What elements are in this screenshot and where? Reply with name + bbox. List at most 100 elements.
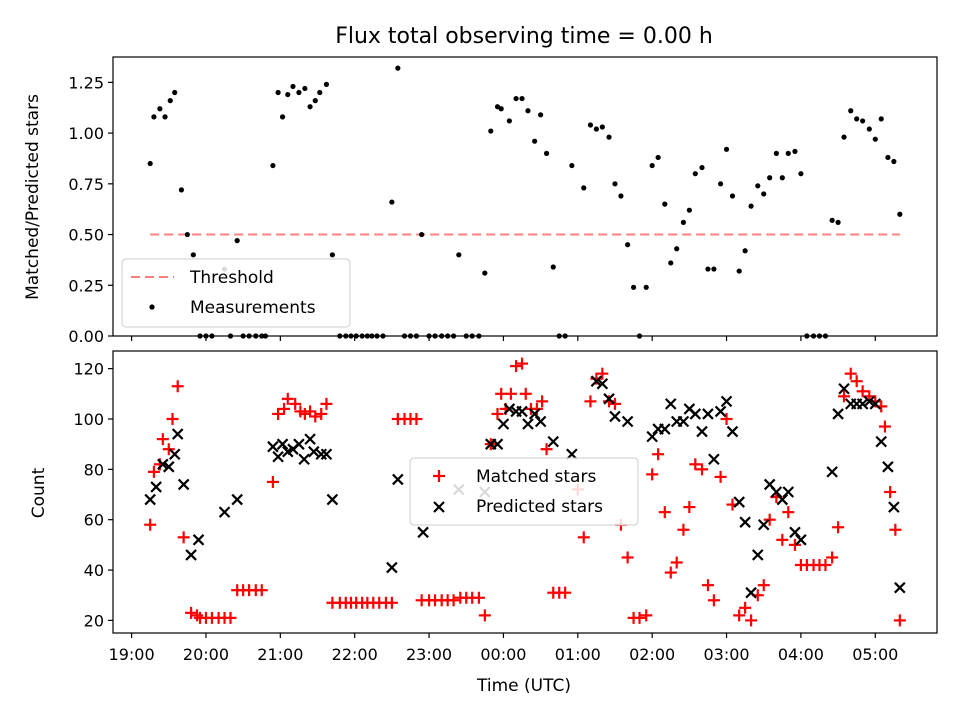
predicted-star-point	[751, 549, 764, 561]
matched-star-point	[832, 521, 845, 534]
predicted-star-point	[770, 486, 783, 498]
predicted-star-point	[757, 518, 770, 531]
matched-star-point	[266, 475, 279, 488]
measurement-point	[323, 81, 330, 87]
ratio-y-tick-label: 1.00	[68, 124, 104, 143]
count-panel: 20 40 60 80 100 120 19:00 20:00 21:00 22:00 23:00…	[29, 350, 938, 696]
matched-star-point	[819, 559, 832, 572]
predicted-star-point	[272, 450, 284, 463]
x-tick-label: 04:00	[778, 645, 824, 664]
x-tick-label: 23:00	[406, 645, 452, 664]
matched-star-point	[559, 586, 572, 599]
measurement-point	[606, 134, 612, 140]
legend-measurements-label: Measurements	[190, 298, 316, 318]
measurement-point	[389, 199, 395, 205]
measurement-point	[736, 268, 742, 274]
measurement-point	[178, 187, 185, 193]
measurement-point	[432, 333, 438, 339]
matched-star-point	[757, 579, 770, 592]
predicted-star-point	[888, 501, 900, 513]
measurement-point	[891, 158, 897, 165]
measurement-point	[407, 333, 414, 339]
predicted-star-point	[417, 526, 429, 539]
measurement-point	[296, 89, 302, 96]
measurement-point	[259, 333, 265, 339]
measurement-point	[779, 175, 785, 181]
measurement-point	[773, 150, 779, 156]
measurement-point	[543, 150, 550, 156]
matched-star-point	[850, 375, 863, 388]
measurement-point	[711, 266, 717, 272]
x-tick-label: 21:00	[257, 645, 303, 664]
measurement-point	[419, 231, 425, 238]
predicted-star-point	[218, 506, 231, 518]
measurement-point	[785, 150, 791, 156]
predicted-star-point	[689, 408, 702, 420]
measurement-point	[822, 333, 829, 339]
predicted-star-point	[150, 481, 162, 493]
matched-star-point	[844, 367, 857, 380]
predicted-star-point	[646, 430, 658, 443]
ratio-legend: Threshold Measurements	[121, 258, 351, 328]
measurement-points	[147, 65, 903, 339]
measurement-point	[538, 112, 544, 118]
predicted-star-point	[547, 435, 560, 448]
predicted-star-point	[603, 393, 615, 405]
measurement-point	[380, 333, 386, 339]
chart-title: Flux total observing time = 0.00 h	[335, 24, 713, 49]
predicted-star-point	[177, 478, 190, 491]
measurement-point	[262, 333, 269, 339]
matched-star-point	[491, 407, 504, 420]
matched-star-point	[171, 380, 184, 393]
predicted-star-point	[621, 415, 634, 428]
predicted-star-point	[157, 458, 169, 471]
measurement-point	[636, 333, 643, 339]
measurement-point	[147, 160, 153, 167]
measurement-point	[359, 333, 365, 339]
measurement-point	[816, 333, 823, 339]
measurement-point	[729, 193, 736, 199]
matched-star-point	[763, 513, 776, 526]
matched-star-point	[504, 387, 517, 400]
measurement-point	[190, 252, 196, 258]
x-tick-label: 03:00	[703, 645, 749, 664]
matched-star-point	[289, 397, 302, 410]
matched-star-point	[516, 357, 529, 370]
x-tick-label: 22:00	[332, 645, 378, 664]
measurement-point	[699, 164, 705, 171]
matched-star-point	[147, 465, 160, 478]
measurement-point	[692, 171, 698, 177]
matched-star-point	[278, 402, 291, 415]
predicted-star-point	[392, 473, 404, 486]
predicted-star-point	[298, 453, 310, 466]
measurement-point	[655, 154, 661, 161]
matched-star-point	[856, 385, 869, 398]
matched-star-point	[447, 594, 460, 607]
matched-star-point	[884, 486, 897, 498]
measurement-point	[337, 333, 343, 339]
measurement-point	[184, 231, 190, 238]
measurement-point	[302, 85, 308, 92]
matched-star-point	[878, 420, 891, 433]
measurement-point	[686, 207, 692, 213]
predicted-star-point	[192, 534, 205, 546]
measurement-point	[872, 136, 878, 142]
measurement-point	[835, 219, 841, 225]
matched-star-point	[166, 412, 179, 425]
matched-star-point	[584, 395, 597, 408]
predicted-star-point	[863, 395, 876, 408]
measurement-point	[630, 284, 637, 290]
matched-star-point	[776, 533, 789, 546]
matched-star-point	[652, 448, 665, 461]
matched-star-point	[621, 551, 634, 564]
predicted-star-point	[789, 526, 801, 539]
measurement-point	[643, 284, 649, 290]
measurement-point	[612, 181, 618, 187]
x-tick-label: 00:00	[480, 645, 526, 664]
measurement-point	[203, 333, 209, 339]
matched-star-point	[695, 463, 708, 476]
matched-star-point	[298, 407, 311, 420]
predicted-star-point	[739, 516, 751, 528]
matched-star-point	[185, 606, 198, 619]
